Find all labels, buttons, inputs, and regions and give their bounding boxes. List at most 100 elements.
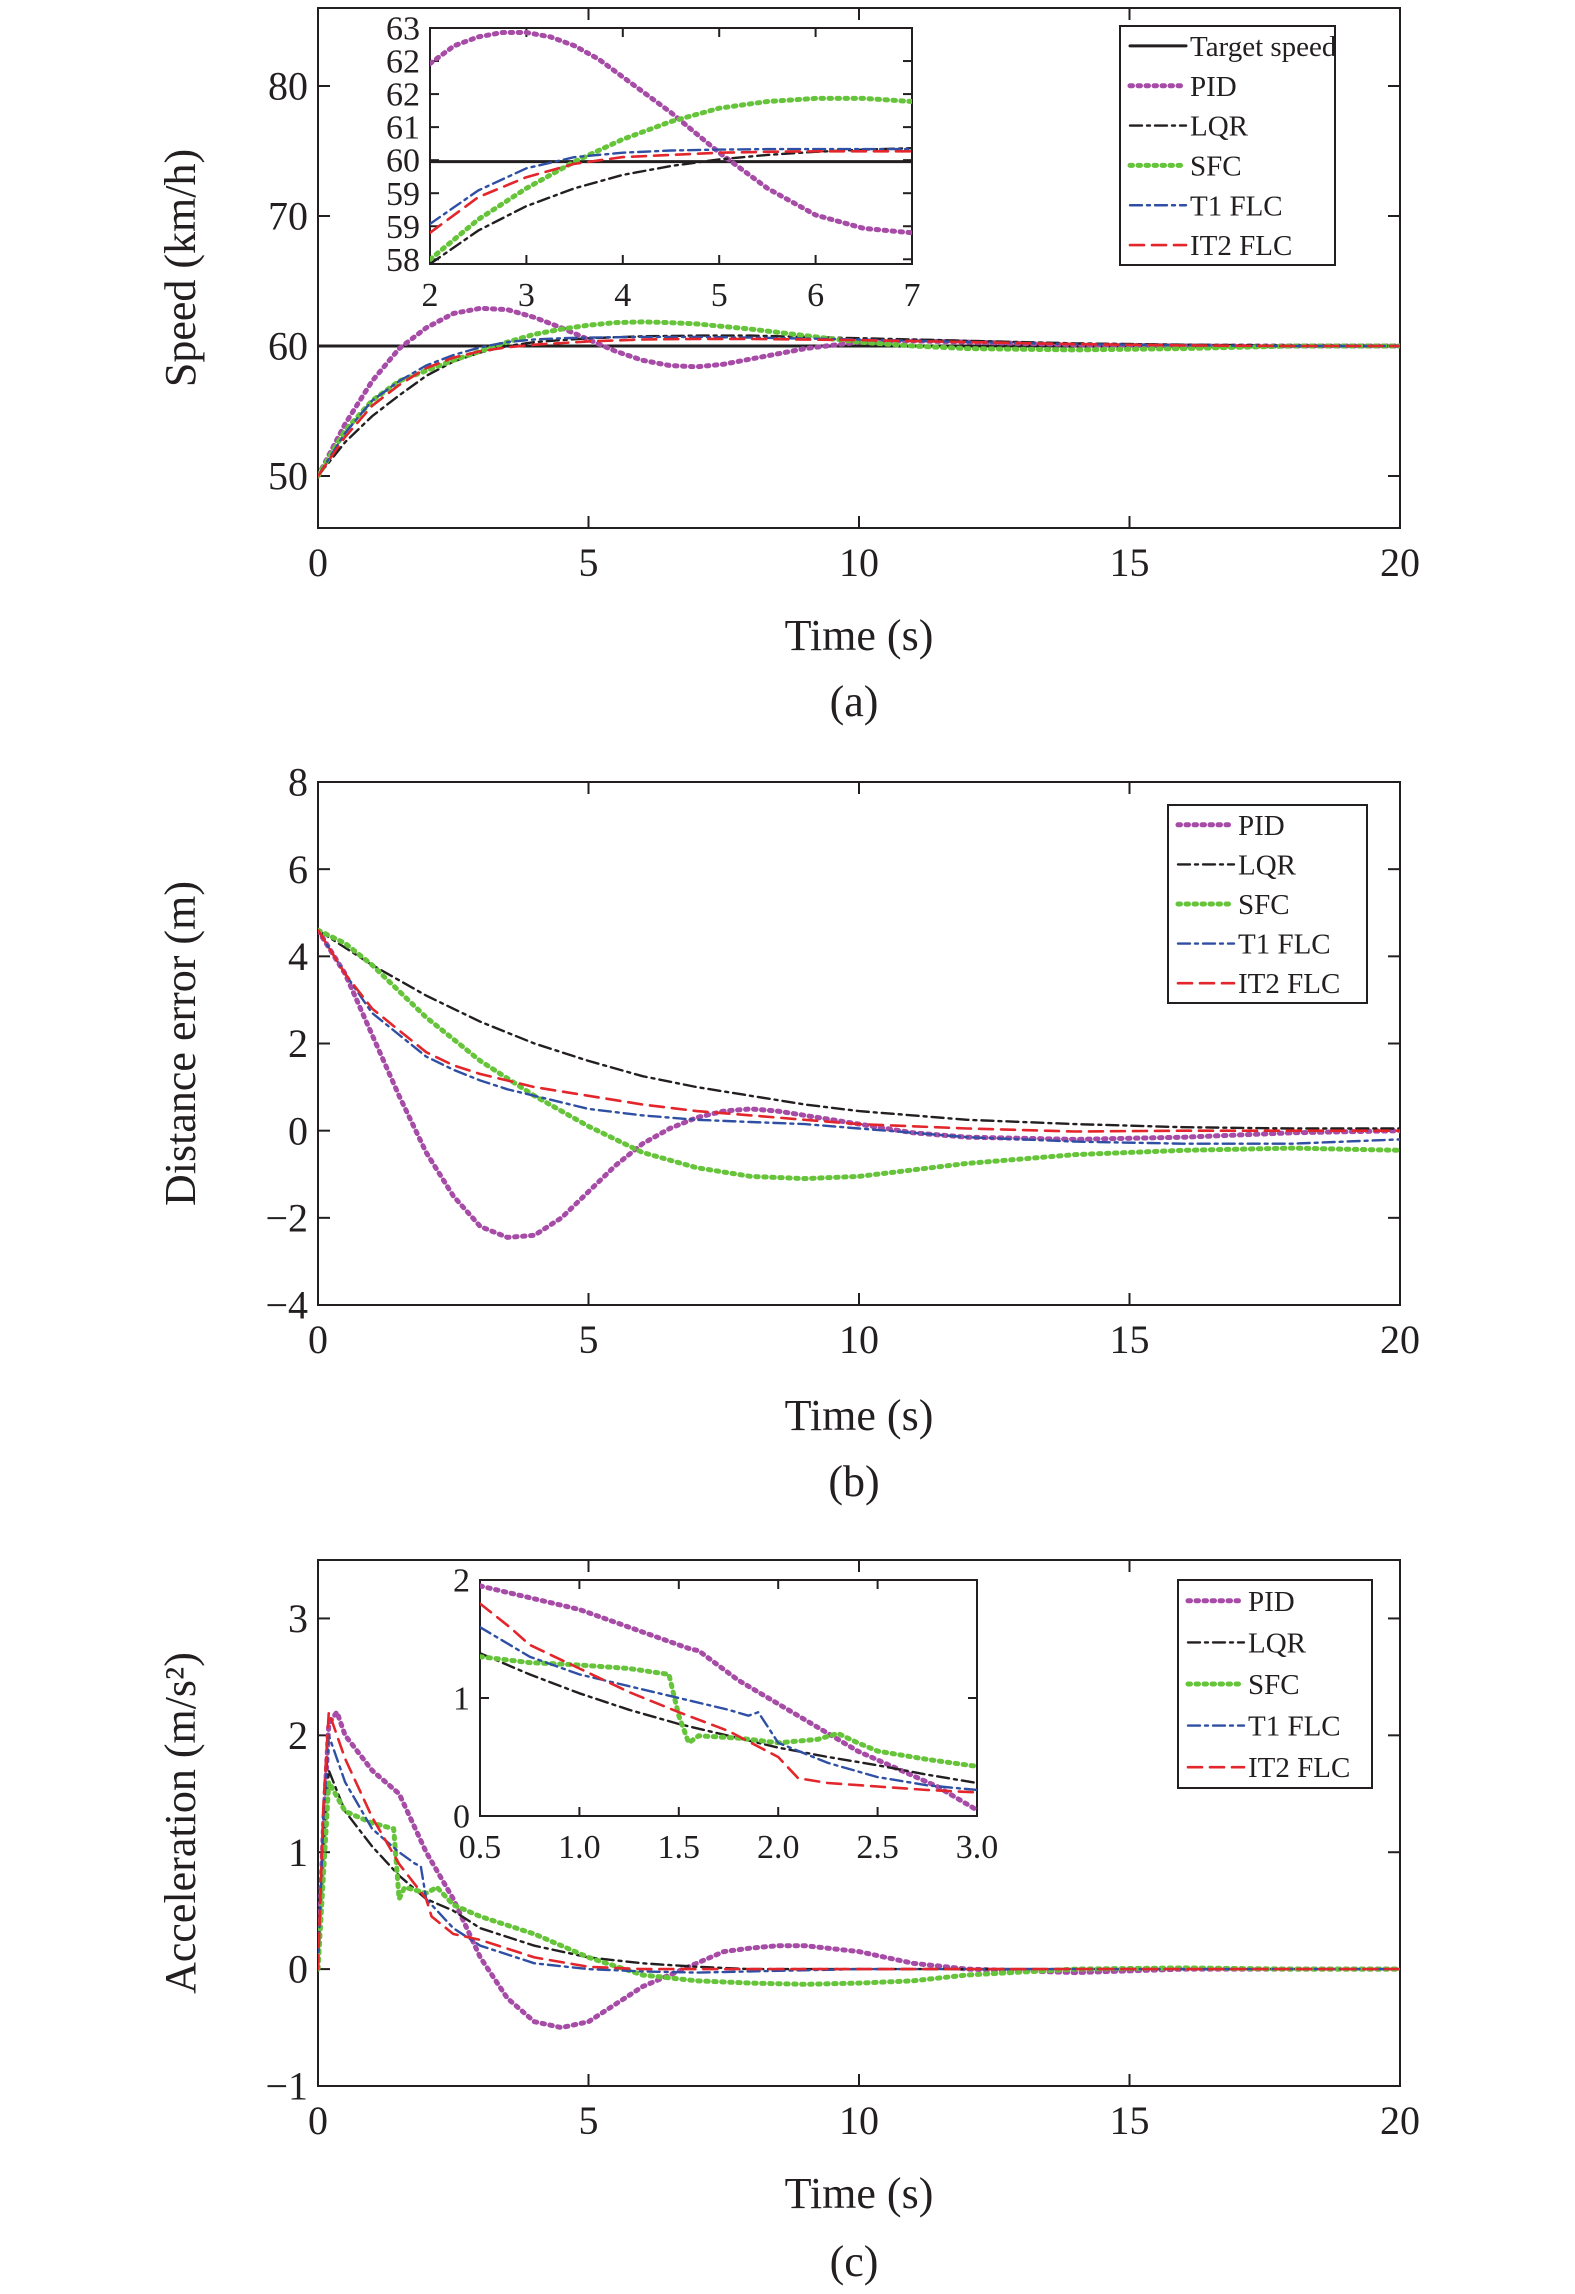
chart-b-caption: (b) — [828, 1457, 879, 1506]
chart-b-legend-label: IT2 FLC — [1238, 968, 1340, 1000]
chart-a-ytick-label: 50 — [268, 454, 308, 499]
chart-c-inset-ytick-label: 0 — [453, 1799, 470, 1836]
chart-a-inset-ytick-label: 62 — [386, 77, 420, 114]
chart-a-inset-ytick-label: 59 — [386, 209, 420, 246]
chart-c-legend-label: LQR — [1248, 1627, 1307, 1659]
chart-c-inset-plot-frame — [479, 1579, 978, 1817]
chart-c-inset-xtick-label: 0.5 — [459, 1829, 502, 1866]
chart-b-legend-label: PID — [1238, 810, 1285, 842]
chart-a-ytick-label: 80 — [268, 64, 308, 109]
chart-b-legend-label: T1 FLC — [1238, 929, 1331, 961]
chart-c-inset-series-t1-flc — [480, 1625, 977, 1792]
chart-a-inset-plot-frame — [429, 27, 913, 265]
chart-a-inset-series-t1-flc — [430, 147, 912, 226]
chart-b-legend-label: LQR — [1238, 849, 1297, 881]
chart-a-xtick-label: 20 — [1380, 540, 1420, 585]
chart-c-ytick-label: 1 — [288, 1830, 308, 1875]
chart-a-inset-xtick-label: 3 — [518, 277, 535, 314]
chart-b-legend-label: SFC — [1238, 889, 1290, 921]
chart-b-series-sfc — [318, 927, 1400, 1182]
chart-b-ytick-label: 0 — [288, 1108, 308, 1153]
chart-a-inset-ytick-label: 61 — [386, 110, 420, 147]
chart-c-xtick-label: 20 — [1380, 2098, 1420, 2143]
chart-b-ytick-label: 6 — [288, 847, 308, 892]
chart-a-legend-label: IT2 FLC — [1190, 230, 1292, 262]
chart-c-series-it2-flc — [318, 1710, 1400, 1971]
chart-c-xtick-label: 5 — [579, 2098, 599, 2143]
chart-c-xtick-label: 10 — [839, 2098, 879, 2143]
chart-b-ylabel: Distance error (m) — [156, 881, 205, 1206]
chart-c-legend-label: SFC — [1248, 1669, 1300, 1701]
chart-c-inset-series-sfc — [480, 1654, 977, 1769]
chart-c-series-pid — [318, 1709, 1400, 2031]
chart-c-inset-xtick-label: 1.0 — [558, 1829, 601, 1866]
chart-a-inset-xtick-label: 6 — [807, 277, 824, 314]
chart-c-inset-xtick-label: 2.0 — [757, 1829, 800, 1866]
chart-b-xtick-label: 20 — [1380, 1317, 1420, 1362]
chart-b-xtick-label: 0 — [308, 1317, 328, 1362]
chart-c-ytick-label: −1 — [265, 2064, 308, 2109]
chart-b-xlabel: Time (s) — [785, 1391, 934, 1440]
chart-a-inset-xtick-label: 7 — [904, 277, 921, 314]
chart-b-xtick-label: 10 — [839, 1317, 879, 1362]
chart-a-inset-ytick-label: 60 — [386, 143, 420, 180]
chart-a-inset-series-pid — [430, 30, 912, 236]
chart-b-series-it2-flc — [318, 928, 1400, 1133]
chart-c-inset-series-pid — [480, 1583, 977, 1813]
chart-c-inset-xtick-label: 2.5 — [856, 1829, 899, 1866]
chart-c-ytick-label: 3 — [288, 1596, 308, 1641]
chart-a-xlabel: Time (s) — [785, 611, 934, 660]
chart-c-legend-label: T1 FLC — [1248, 1711, 1341, 1743]
chart-a-legend-label: Target speed — [1190, 31, 1337, 63]
chart-c-xlabel: Time (s) — [785, 2169, 934, 2218]
chart-c-ytick-label: 0 — [288, 1947, 308, 1992]
chart-b-series-t1-flc — [318, 929, 1400, 1145]
chart-c-ylabel: Acceleration (m/s²) — [156, 1652, 205, 1994]
chart-c-inset-ytick-label: 2 — [453, 1563, 470, 1600]
chart-a-inset-series-it2-flc — [430, 150, 912, 235]
chart-a-xtick-label: 15 — [1110, 540, 1150, 585]
chart-a-xtick-label: 5 — [579, 540, 599, 585]
chart-c-inset-ytick-label: 1 — [453, 1681, 470, 1718]
chart-a-legend — [1119, 25, 1336, 266]
chart-a-ylabel: Speed (km/h) — [156, 149, 205, 387]
chart-c-inset-xtick-label: 3.0 — [956, 1829, 999, 1866]
chart-b-ytick-label: 2 — [288, 1021, 308, 1066]
chart-c-inset-xtick-label: 1.5 — [658, 1829, 701, 1866]
chart-a-ytick-label: 70 — [268, 194, 308, 239]
chart-a-inset-ytick-label: 62 — [386, 44, 420, 81]
chart-a-inset-xtick-label: 2 — [422, 277, 439, 314]
chart-b-xtick-label: 5 — [579, 1317, 599, 1362]
chart-a-inset-ytick-label: 58 — [386, 242, 420, 279]
chart-c-legend-label: PID — [1248, 1586, 1295, 1618]
chart-b-ytick-label: 8 — [288, 760, 308, 805]
chart-c-legend-label: IT2 FLC — [1248, 1752, 1350, 1784]
chart-a-inset-xtick-label: 5 — [711, 277, 728, 314]
chart-c-ytick-label: 2 — [288, 1713, 308, 1758]
chart-c-xtick-label: 0 — [308, 2098, 328, 2143]
chart-a-series-it2-flc — [318, 337, 1400, 478]
chart-a-inset-xtick-label: 4 — [614, 277, 631, 314]
chart-b-series-lqr — [318, 929, 1400, 1130]
chart-c-xtick-label: 15 — [1110, 2098, 1150, 2143]
chart-c-caption: (c) — [830, 2237, 879, 2286]
chart-a-legend-label: SFC — [1190, 150, 1242, 182]
chart-a-inset-ytick-label: 63 — [386, 11, 420, 48]
chart-a-inset-series-sfc — [430, 95, 912, 262]
chart-a-xtick-label: 0 — [308, 540, 328, 585]
chart-a-ytick-label: 60 — [268, 324, 308, 369]
chart-a-series-t1-flc — [318, 335, 1400, 478]
chart-a-legend-label: PID — [1190, 71, 1237, 103]
chart-a-legend-label: T1 FLC — [1190, 190, 1283, 222]
chart-a-series-sfc — [318, 319, 1400, 479]
chart-b-ytick-label: −2 — [265, 1195, 308, 1240]
chart-b-ytick-label: −4 — [265, 1283, 308, 1328]
chart-c-series-t1-flc — [318, 1734, 1400, 1974]
chart-a-legend-label: LQR — [1190, 111, 1249, 143]
chart-c-inset-series-it2-flc — [480, 1602, 977, 1794]
chart-a-xtick-label: 10 — [839, 540, 879, 585]
chart-a-caption: (a) — [830, 677, 879, 726]
chart-b-ytick-label: 4 — [288, 934, 308, 979]
chart-a-inset-ytick-label: 59 — [386, 176, 420, 213]
